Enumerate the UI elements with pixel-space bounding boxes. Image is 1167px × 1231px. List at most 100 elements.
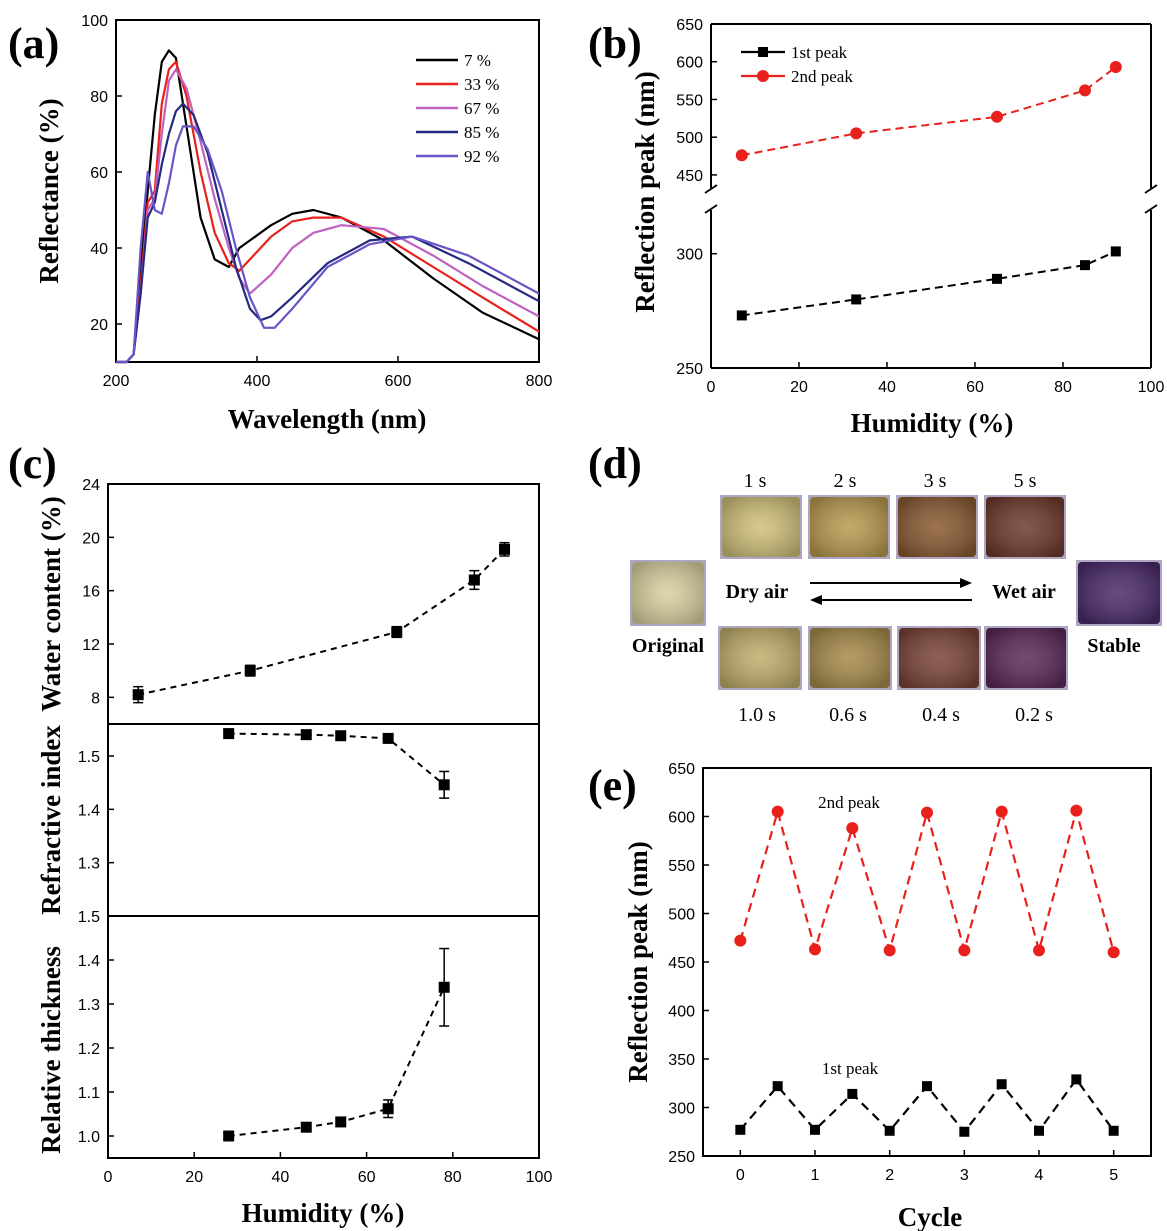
chart-a-frame xyxy=(115,19,540,363)
photo-bottom-1 xyxy=(718,626,802,690)
chart-e-ytick-label: 550 xyxy=(668,858,695,875)
chart-e-ytick-label: 250 xyxy=(668,1149,695,1166)
chart-c-ytick-label: 1.5 xyxy=(78,909,100,926)
original-label: Original xyxy=(632,635,705,657)
dry-air-label: Dry air xyxy=(726,581,789,603)
chart-c-series-line-1 xyxy=(137,548,506,696)
chart-a-ylabel: Reflectance (%) xyxy=(34,98,64,283)
chart-b-break-mark xyxy=(704,184,718,194)
chart-c-point xyxy=(335,730,347,742)
chart-c-point xyxy=(382,732,394,744)
chart-a-ytick-label: 40 xyxy=(90,241,108,258)
chart-a-xtick-label: 600 xyxy=(385,373,412,390)
arrow-forward-head xyxy=(960,578,972,588)
time-bottom-3: 0.4 s xyxy=(922,704,960,726)
chart-b-series-line-1 xyxy=(741,250,1117,317)
chart-a-series-line-4 xyxy=(116,102,540,364)
chart-c-point xyxy=(468,574,480,586)
chart-e-frame xyxy=(702,767,1152,1157)
chart-a: 200 400 600 800 20 40 60 80 100 7 % 33 % 67 % 85 % 9… xyxy=(34,13,552,434)
chart-c-xtick-label: 20 xyxy=(185,1169,203,1186)
chart-c-ytick-label: 1.4 xyxy=(78,953,100,970)
chart-b-xtick-label: 20 xyxy=(790,379,808,396)
chart-c-xtick-label: 40 xyxy=(272,1169,290,1186)
chart-c-point xyxy=(499,543,511,555)
tile-shade xyxy=(632,562,704,624)
chart-e-ytick-label: 600 xyxy=(668,810,695,827)
chart-c-ylabel-thickness: Relative thickness xyxy=(36,946,66,1154)
chart-c-ytick-label: 1.2 xyxy=(78,1041,100,1058)
tile-shade xyxy=(720,628,800,688)
chart-b-xtick-label: 0 xyxy=(707,379,716,396)
photo-stable xyxy=(1076,560,1162,626)
chart-a-xtick-label: 800 xyxy=(526,373,553,390)
chart-e-series-line-1 xyxy=(739,806,1115,955)
chart-b-point xyxy=(851,294,862,305)
chart-c-point xyxy=(438,779,450,791)
time-top-2: 2 s xyxy=(834,470,857,492)
chart-e-xtick-label: 1 xyxy=(811,1167,820,1184)
chart-c-point xyxy=(300,729,312,741)
tile-shade xyxy=(986,497,1064,557)
chart-b-legend-label-2: 2nd peak xyxy=(791,67,853,86)
chart-a-xlabel: Wavelength (nm) xyxy=(228,404,427,434)
chart-c-point xyxy=(244,665,256,677)
tile-shade xyxy=(1078,562,1160,624)
chart-b-break-mark xyxy=(1144,184,1158,194)
chart-e-point xyxy=(995,805,1008,818)
chart-b-legend-label-1: 1st peak xyxy=(791,43,848,62)
chart-b-point xyxy=(1079,84,1091,97)
chart-e-point xyxy=(922,1081,932,1092)
chart-a-ytick-label: 100 xyxy=(81,13,108,30)
chart-e-point xyxy=(809,943,821,956)
chart-c-point xyxy=(223,1130,235,1142)
chart-a-ytick-label: 20 xyxy=(90,317,108,334)
time-bottom-4: 0.2 s xyxy=(1015,704,1053,726)
chart-a-ytick-label: 80 xyxy=(90,89,108,106)
chart-e: 0 1 2 3 4 5 250 300 350 400 450 500 550 600 650 2nd pe… xyxy=(623,761,1152,1231)
chart-c-point xyxy=(382,1103,394,1115)
time-top-1: 1 s xyxy=(744,470,767,492)
tile-shade xyxy=(986,628,1066,688)
chart-a-xtick-label: 200 xyxy=(103,373,130,390)
chart-a-legend-label-1: 7 % xyxy=(464,51,491,70)
chart-c-point xyxy=(132,689,144,701)
tile-shade xyxy=(722,497,800,557)
photo-top-2 xyxy=(808,495,890,559)
chart-b-point xyxy=(1080,260,1090,271)
chart-b-xtick-label: 80 xyxy=(1054,379,1072,396)
chart-c-xlabel: Humidity (%) xyxy=(242,1198,405,1228)
chart-b-xtick-label: 60 xyxy=(966,379,984,396)
chart-b-ytick-label: 300 xyxy=(676,247,703,264)
chart-e-point xyxy=(810,1124,820,1135)
chart-e-point xyxy=(1108,1125,1119,1136)
panel-label-e: (e) xyxy=(588,761,637,810)
chart-c-ytick-label: 1.0 xyxy=(78,1129,100,1146)
panel-label-c: (c) xyxy=(8,439,57,488)
chart-b-point xyxy=(991,110,1003,123)
chart-c-point xyxy=(335,1116,347,1128)
chart-e-point xyxy=(734,934,747,947)
panel-d-photos: 1 s 2 s 3 s 5 s 1.0 s 0.6 s 0.4 s 0.2 s … xyxy=(630,470,1162,726)
chart-c-point xyxy=(438,981,450,993)
panel-label-b: (b) xyxy=(588,19,642,68)
chart-c-frame xyxy=(107,483,540,1159)
time-bottom-2: 0.6 s xyxy=(829,704,867,726)
chart-c-ytick-label: 24 xyxy=(82,477,100,494)
chart-c-ytick-label: 8 xyxy=(91,690,100,707)
chart-e-ylabel: Reflection peak (nm) xyxy=(623,841,653,1082)
chart-e-xtick-label: 2 xyxy=(885,1167,894,1184)
chart-b-point xyxy=(850,127,863,140)
chart-c-ytick-label: 1.5 xyxy=(78,749,100,766)
chart-b-point xyxy=(1110,246,1121,257)
chart-e-xtick-label: 0 xyxy=(736,1167,745,1184)
chart-b-xtick-label: 40 xyxy=(878,379,896,396)
chart-e-ytick-label: 450 xyxy=(668,955,695,972)
chart-c-xtick-label: 60 xyxy=(358,1169,376,1186)
chart-c-ylabel-refractive: Refractive index xyxy=(36,725,66,915)
chart-c-point xyxy=(391,626,403,638)
chart-b-legend-marker-1 xyxy=(758,47,768,57)
chart-c-ytick-label: 1.3 xyxy=(78,997,100,1014)
chart-c-point xyxy=(223,728,235,740)
